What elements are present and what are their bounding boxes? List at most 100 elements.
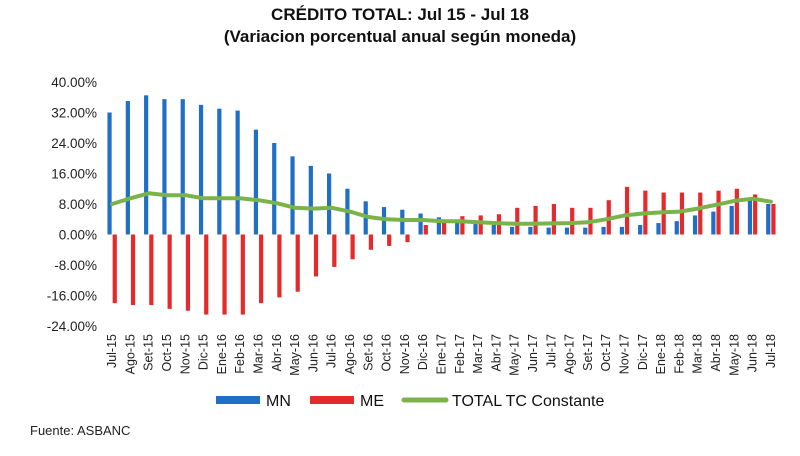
bar-mn bbox=[436, 217, 441, 235]
x-tick-label: Set-17 bbox=[581, 334, 595, 371]
x-tick-label: Ago-15 bbox=[123, 334, 137, 374]
bar-mn bbox=[747, 198, 753, 235]
bar-me bbox=[277, 234, 282, 298]
bar-me bbox=[130, 234, 136, 306]
y-tick-label: -24.00% bbox=[47, 319, 97, 334]
bar-me bbox=[240, 234, 245, 315]
x-tick-label: Dic-15 bbox=[197, 334, 211, 370]
legend-swatch-me bbox=[310, 396, 354, 404]
legend-label-total: TOTAL TC Constante bbox=[452, 393, 604, 410]
bar-me bbox=[533, 205, 538, 235]
bar-mn bbox=[692, 215, 698, 235]
bar-mn bbox=[638, 224, 643, 235]
source-note: Fuente: ASBANC bbox=[30, 423, 131, 438]
bar-mn bbox=[107, 112, 112, 235]
bar-mn bbox=[180, 99, 185, 235]
x-tick-label: May-18 bbox=[727, 334, 741, 376]
bar-mn bbox=[674, 221, 679, 235]
x-tick-label: Nov-16 bbox=[398, 334, 412, 374]
x-tick-label: Abr-17 bbox=[489, 334, 503, 372]
bar-me bbox=[167, 234, 172, 309]
y-tick-label: 16.00% bbox=[51, 167, 97, 182]
bar-mn bbox=[601, 226, 606, 235]
bar-me bbox=[350, 234, 355, 260]
x-tick-label: Nov-17 bbox=[617, 334, 631, 374]
bar-me bbox=[460, 216, 465, 235]
x-tick-label: Mar-17 bbox=[471, 334, 485, 374]
bar-me bbox=[442, 222, 447, 235]
x-tick-label: Set-16 bbox=[361, 334, 375, 371]
bar-me bbox=[222, 234, 227, 315]
x-tick-label: Dic-17 bbox=[636, 334, 650, 370]
chart-title: CRÉDITO TOTAL: Jul 15 - Jul 18 bbox=[271, 5, 529, 24]
bar-mn bbox=[235, 110, 240, 235]
bar-mn bbox=[564, 227, 570, 235]
bar-mn bbox=[162, 99, 167, 235]
bar-me bbox=[478, 215, 483, 235]
x-tick-label: May-17 bbox=[508, 334, 522, 376]
bar-me bbox=[204, 234, 209, 315]
bar-mn bbox=[418, 213, 423, 235]
bar-mn bbox=[656, 223, 661, 235]
bar-me bbox=[753, 194, 758, 235]
x-tick-label: Jun-16 bbox=[306, 334, 320, 372]
bar-mn bbox=[528, 226, 533, 235]
y-tick-label: 40.00% bbox=[51, 75, 97, 90]
bar-mn bbox=[125, 101, 130, 235]
bar-me bbox=[112, 234, 117, 304]
x-tick-label: Ene-17 bbox=[435, 334, 449, 374]
x-tick-label: Abr-16 bbox=[270, 334, 284, 372]
x-tick-label: Mar-16 bbox=[252, 334, 266, 374]
bar-me bbox=[679, 192, 685, 235]
bar-mn bbox=[198, 104, 204, 235]
bar-me bbox=[405, 234, 410, 243]
bar-mn bbox=[327, 173, 332, 235]
legend-label-me: ME bbox=[360, 393, 384, 410]
x-tick-label: Dic-16 bbox=[416, 334, 430, 370]
x-tick-label: Nov-15 bbox=[178, 334, 192, 374]
bar-me bbox=[332, 234, 337, 267]
bar-mn bbox=[473, 223, 478, 235]
bar-me bbox=[368, 234, 374, 250]
y-tick-label: 0.00% bbox=[59, 228, 97, 243]
x-tick-label: Oct-15 bbox=[160, 334, 174, 372]
x-tick-label: Ene-16 bbox=[215, 334, 229, 374]
chart-title-block: CRÉDITO TOTAL: Jul 15 - Jul 18 (Variacio… bbox=[0, 4, 800, 48]
x-tick-label: Jul-16 bbox=[325, 334, 339, 368]
bar-me bbox=[771, 204, 776, 235]
legend-swatch-mn bbox=[216, 396, 260, 404]
y-tick-label: 24.00% bbox=[51, 136, 97, 151]
x-tick-label: Feb-17 bbox=[453, 334, 467, 374]
bar-mn bbox=[400, 209, 405, 235]
x-tick-label: Jul-15 bbox=[105, 334, 119, 368]
bar-me bbox=[698, 192, 703, 235]
x-tick-label: Oct-17 bbox=[599, 334, 613, 372]
bar-mn bbox=[491, 224, 496, 235]
x-tick-label: Feb-18 bbox=[672, 334, 686, 374]
bar-mn bbox=[509, 226, 515, 235]
y-tick-label: 8.00% bbox=[59, 197, 97, 212]
bar-mn bbox=[583, 227, 588, 235]
bar-mn bbox=[766, 204, 771, 235]
x-tick-label: May-16 bbox=[288, 334, 302, 376]
bar-me bbox=[515, 207, 520, 235]
bar-mn bbox=[308, 165, 313, 235]
bar-me bbox=[551, 204, 556, 235]
x-tick-label: Jul-17 bbox=[544, 334, 558, 368]
chart-subtitle: (Variacion porcentual anual según moneda… bbox=[223, 27, 577, 46]
series-line-total bbox=[110, 191, 773, 226]
bar-mn bbox=[144, 95, 149, 235]
bar-me bbox=[295, 234, 300, 292]
x-tick-label: Oct-16 bbox=[380, 334, 394, 372]
legend-label-mn: MN bbox=[266, 393, 291, 410]
bar-me bbox=[313, 234, 319, 277]
y-tick-label: 32.00% bbox=[51, 106, 97, 121]
x-tick-label: Feb-16 bbox=[233, 334, 247, 374]
bar-me bbox=[185, 234, 191, 311]
y-tick-label: -8.00% bbox=[54, 258, 97, 273]
bar-mn bbox=[253, 129, 259, 235]
y-tick-label: -16.00% bbox=[47, 289, 97, 304]
x-tick-label: Set-15 bbox=[142, 334, 156, 371]
bar-mn bbox=[729, 205, 734, 235]
x-tick-label: Abr-18 bbox=[709, 334, 723, 372]
